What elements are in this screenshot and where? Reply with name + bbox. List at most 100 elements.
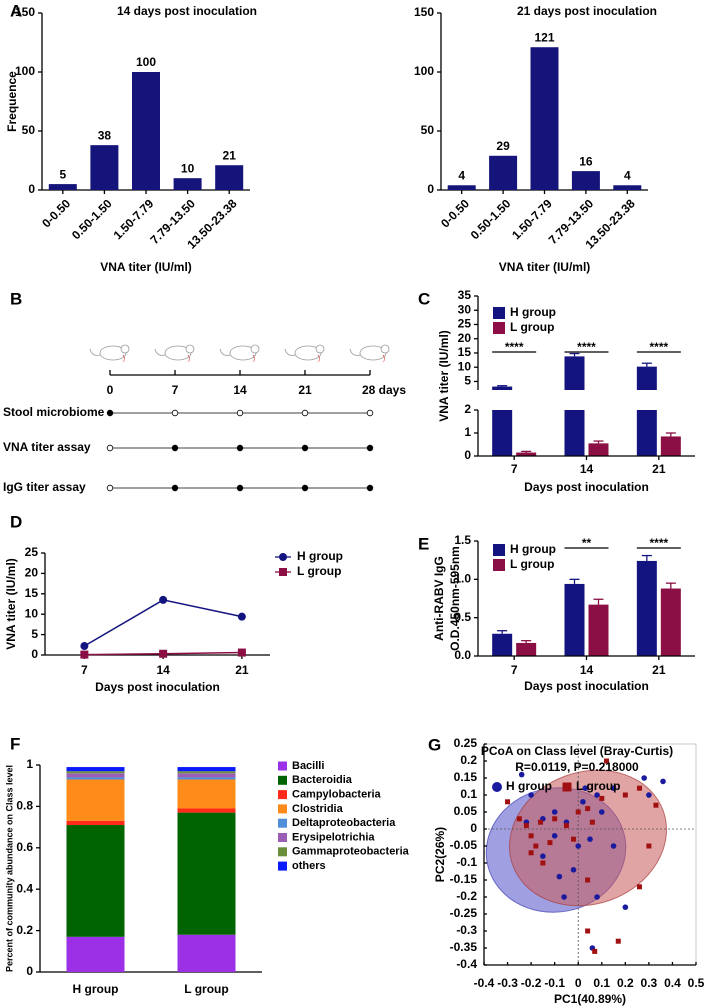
significance-label: ****	[649, 340, 668, 354]
data-point	[610, 785, 617, 791]
bar	[492, 633, 513, 656]
bar-segment	[177, 771, 236, 774]
data-point	[598, 809, 605, 815]
chart-title: PCoA on Class level (Bray-Curtis)	[481, 744, 673, 758]
error-bar	[497, 630, 508, 634]
bar	[173, 178, 202, 190]
x-tick-label: 14	[156, 663, 170, 677]
data-point	[551, 809, 558, 815]
chart-subtitle: R=0.0119, P=0.218000	[515, 760, 639, 774]
bar-segment	[177, 808, 236, 813]
legend-swatch	[278, 804, 287, 814]
value-label: 16	[579, 154, 593, 168]
error-bar	[569, 578, 580, 584]
y-axis-label: Percent of community abundance on Class …	[4, 765, 14, 972]
data-point	[571, 836, 577, 842]
y-tick-label: 5	[31, 627, 38, 641]
error-bar	[665, 432, 676, 437]
y-tick-label: 0.2	[460, 753, 477, 767]
error-bar	[665, 582, 676, 589]
data-point	[533, 843, 539, 849]
y-tick-label: 25	[25, 545, 39, 559]
sampling-dot	[171, 409, 179, 417]
y-tick-label: 150	[414, 5, 434, 19]
sampling-dot	[301, 444, 309, 452]
bar-segment	[66, 779, 125, 821]
y-axis-label: PC2(26%)	[433, 827, 447, 882]
data-point	[159, 649, 168, 658]
x-tick-label: 14	[580, 462, 594, 476]
data-point	[237, 612, 246, 621]
row-label: IgG titer assay	[3, 480, 86, 494]
bar	[660, 588, 681, 656]
mouse-icon	[315, 344, 325, 354]
bar-segment	[66, 777, 125, 780]
value-label: 4	[624, 168, 631, 182]
data-point	[159, 595, 168, 604]
value-label: 121	[534, 30, 554, 44]
bar-segment	[66, 773, 125, 778]
bar	[636, 366, 657, 456]
data-point	[516, 816, 522, 822]
sampling-dot	[301, 409, 309, 417]
x-tick-label: 0-0.50	[438, 196, 472, 230]
legend-swatch	[278, 775, 287, 785]
row-label: VNA titer assay	[3, 440, 91, 454]
data-point	[237, 648, 246, 657]
x-axis-label: VNA titer (IU/ml)	[100, 260, 192, 274]
y-tick-label: 1.5	[454, 533, 471, 547]
y-tick-label: 15	[458, 345, 472, 359]
data-point	[551, 833, 558, 839]
y-axis-label: Anti-RABV IgG	[432, 556, 446, 641]
sampling-dot	[106, 409, 114, 417]
y-tick-label: 50	[22, 123, 36, 137]
y-tick-label: 5	[464, 374, 471, 388]
x-tick-label: 0-0.50	[39, 196, 73, 230]
series-line	[83, 599, 243, 647]
bar-segment	[177, 767, 236, 772]
legend-label: L group	[510, 320, 554, 334]
legend-label: Campylobacteria	[292, 789, 382, 801]
axis-break	[468, 390, 697, 410]
significance-label: **	[582, 536, 592, 550]
value-label: 38	[98, 128, 112, 142]
bar	[132, 72, 160, 190]
x-tick-label: 14	[580, 663, 594, 677]
y-tick-label: 0	[28, 182, 35, 196]
day-label: 28 days	[362, 383, 406, 397]
x-tick-label: 0.4	[664, 976, 681, 990]
chart-title: 14 days post inoculation	[117, 4, 257, 18]
mouse-tail	[284, 348, 296, 356]
legend-swatch	[278, 818, 287, 828]
legend-marker	[279, 553, 287, 561]
y-tick-label: 0	[427, 182, 434, 196]
bar	[48, 184, 77, 190]
bar	[215, 165, 244, 190]
value-label: 100	[136, 55, 156, 69]
legend-label: H group	[297, 549, 343, 563]
sampling-dot	[366, 444, 374, 452]
value-label: 10	[181, 161, 195, 175]
y-tick-label: 150	[15, 5, 35, 19]
sampling-dot	[301, 484, 309, 492]
bar	[613, 185, 642, 190]
data-point	[540, 853, 546, 859]
y-tick-label: 25	[458, 317, 472, 331]
y-tick-label: 100	[414, 64, 434, 78]
y-tick-label: 0	[31, 647, 38, 661]
y-tick-label: -0.15	[450, 872, 478, 886]
bar-segment	[66, 767, 125, 772]
legend-label: H group	[510, 305, 556, 319]
legend-label: Clostridia	[292, 803, 344, 815]
y-axis-label: VNA titer (IU/ml)	[437, 330, 451, 422]
error-bar	[593, 440, 604, 444]
legend-marker	[279, 568, 287, 576]
panel-label: G	[428, 735, 441, 754]
y-axis-label: O.D.450nm-595nm	[448, 546, 462, 651]
x-tick-label: -0.1	[544, 976, 565, 990]
data-point	[563, 823, 569, 829]
y-axis-label: Frequence	[5, 71, 19, 132]
y-tick-label: 0.1	[460, 787, 477, 801]
bar	[660, 436, 681, 456]
injection-mark	[252, 354, 256, 363]
